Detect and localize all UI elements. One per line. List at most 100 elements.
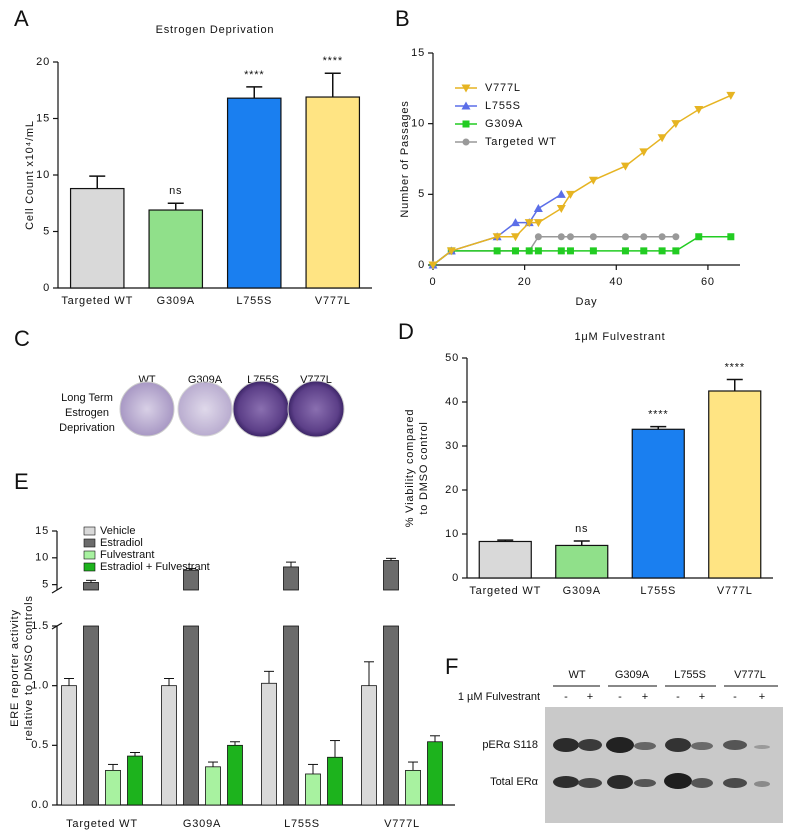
point (533, 219, 543, 228)
blot-image (545, 707, 783, 823)
significance-label: **** (323, 55, 343, 67)
y-tick-label: 15 (411, 47, 425, 59)
plate (177, 381, 233, 437)
legend-label: Targeted WT (485, 136, 557, 148)
chart-title: 1μM Fulvestrant (574, 331, 665, 343)
y-axis-label: Cell Count x10⁴/mL (24, 120, 36, 230)
point (566, 233, 574, 241)
point (493, 247, 501, 255)
axis-break (51, 586, 63, 594)
legend-label: Vehicle (100, 525, 135, 537)
row-label: Long Term (61, 392, 113, 404)
significance-label: ns (575, 523, 588, 535)
blot-row-label: Total ERα (490, 776, 539, 788)
treatment-sign: + (642, 691, 648, 703)
point (657, 134, 667, 143)
y-axis-label: relative to DMSO controls (23, 595, 35, 740)
treatment-sign: + (699, 691, 705, 703)
point (658, 233, 666, 241)
bar (427, 741, 443, 806)
point (621, 247, 629, 255)
y-tick-label: 10 (445, 528, 459, 540)
y-tick-label: 15 (36, 112, 50, 124)
bar (226, 97, 282, 289)
treatment-sign: - (676, 691, 680, 703)
point (446, 247, 456, 256)
bar (383, 625, 399, 806)
legend-label: Estradiol + Fulvestrant (100, 561, 210, 573)
bar (69, 187, 125, 289)
legend-marker (461, 101, 471, 110)
y-axis-label: Number of Passages (399, 100, 411, 217)
bar (327, 756, 343, 806)
x-tick-label: Targeted WT (66, 818, 138, 830)
bar (283, 625, 299, 806)
point (658, 247, 666, 255)
bar (631, 428, 685, 579)
bar (555, 544, 609, 579)
point (510, 233, 520, 242)
point (671, 120, 681, 129)
legend-marker (462, 138, 470, 146)
x-tick-label: Targeted WT (61, 295, 133, 307)
bar (708, 390, 762, 579)
plate (232, 380, 290, 438)
legend-label: G309A (485, 118, 523, 130)
point (534, 233, 542, 241)
y-tick-label: 5 (43, 225, 50, 237)
x-axis-label: Day (576, 296, 598, 308)
treatment-sign: + (587, 691, 593, 703)
lane-label: L755S (674, 669, 706, 681)
x-tick-label: G309A (563, 585, 601, 597)
y-tick-label: 15 (35, 525, 49, 537)
y-tick-label: 0 (43, 282, 50, 294)
y-tick-label: 10 (411, 118, 425, 130)
y-tick-label: 5 (418, 188, 425, 200)
point (511, 247, 519, 255)
point (534, 247, 542, 255)
point (428, 261, 438, 270)
panel-letter: F (445, 654, 458, 679)
y-axis-label: ERE reporter activity (9, 609, 21, 727)
treatment-label: 1 µM Fulvestrant (458, 691, 540, 703)
bar (83, 625, 99, 806)
point (566, 247, 574, 255)
y-tick-label: 0 (452, 572, 459, 584)
y-tick-label: 20 (445, 484, 459, 496)
bar-upper (283, 566, 299, 591)
bar (405, 769, 421, 806)
series-line (432, 94, 732, 266)
point (533, 203, 543, 212)
treatment-sign: - (618, 691, 622, 703)
point (557, 247, 565, 255)
bar (478, 540, 532, 579)
panel-letter: B (395, 6, 410, 31)
chart-title: Estrogen Deprivation (156, 24, 275, 36)
legend-swatch (83, 526, 96, 536)
lane-label: V777L (734, 669, 766, 681)
x-tick-label: 60 (701, 276, 715, 288)
bar (61, 685, 77, 806)
treatment-sign: + (759, 691, 765, 703)
point (620, 162, 630, 171)
significance-label: **** (725, 361, 745, 373)
point (589, 247, 597, 255)
panel-letter: A (14, 6, 29, 31)
legend-swatch (83, 538, 96, 548)
bar-upper (183, 569, 199, 591)
plate (287, 380, 345, 438)
panel-letter: C (14, 326, 30, 351)
legend-marker (461, 84, 471, 93)
y-tick-label: 0.5 (31, 739, 49, 751)
point (695, 233, 703, 241)
y-tick-label: 1.0 (31, 680, 49, 692)
bar-upper (83, 582, 99, 591)
point (640, 233, 648, 241)
y-tick-label: 0.0 (31, 799, 49, 811)
bar-upper (383, 560, 399, 591)
significance-label: ns (169, 185, 182, 197)
point (621, 233, 629, 241)
point (556, 204, 566, 213)
y-axis-label: to DMSO control (418, 421, 430, 514)
